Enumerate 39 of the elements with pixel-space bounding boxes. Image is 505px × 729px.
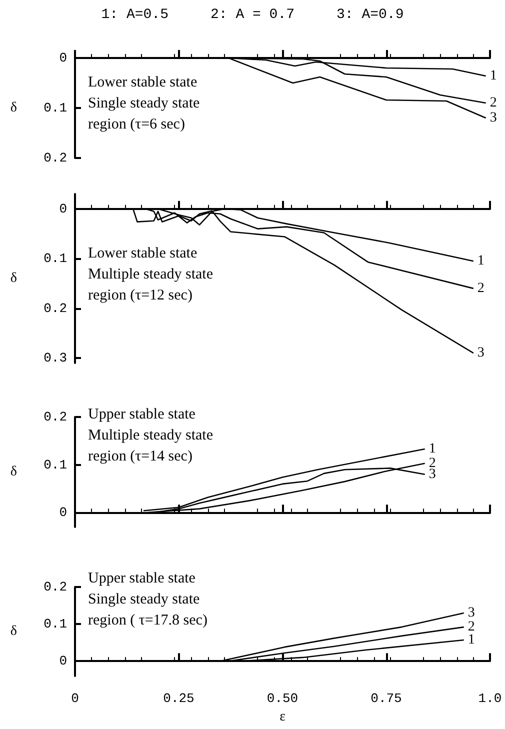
text: Lower stable state Single steady state region (τ=6 sec): [88, 74, 200, 132]
series-label: 1: [468, 632, 475, 648]
y-axis-title: δ: [10, 624, 18, 639]
y-tick-label: 0: [59, 50, 67, 66]
y-tick-label: 0.3: [44, 350, 67, 366]
series-label: 2: [490, 96, 497, 110]
series-label: 1: [428, 442, 436, 457]
y-tick-label: 0.2: [44, 150, 67, 166]
legend-label: 1: [490, 68, 497, 84]
y-tick-label: 0.1: [44, 251, 68, 266]
y-tick-label: 0: [59, 201, 67, 216]
series-label: 3: [468, 605, 475, 620]
y-tick-label: 0.1: [44, 616, 68, 632]
series-label: 3: [477, 346, 484, 361]
x-tick-label: 0.75: [370, 691, 402, 706]
y-tick-label: 0.2: [44, 410, 67, 424]
text: 1: A=0.5 2: A = 0.7 3: A=0.9: [101, 7, 404, 23]
series-label: 3: [428, 466, 436, 482]
y-tick-label: 0: [59, 654, 67, 669]
y-tick-label: 0.1: [44, 100, 68, 116]
x-tick-label: 0.25: [163, 691, 194, 706]
text: Upper stable state Multiple steady state region (τ=14 sec): [88, 406, 214, 464]
series-label: 2: [477, 280, 484, 296]
y-tick-label: 0.1: [44, 457, 68, 472]
y-tick-label: 0: [59, 505, 67, 520]
x-tick-label: 0.50: [266, 691, 298, 706]
y-tick-label: 0.2: [44, 300, 67, 316]
series-label: 2: [468, 620, 475, 635]
y-axis-title: δ: [10, 271, 18, 286]
y-axis-title: δ: [10, 100, 18, 116]
text: Lower stable state Multiple steady state region (τ=12 sec): [88, 246, 214, 304]
chart-title: Upper stable state Single steady state region ( τ=17.8 sec): [88, 570, 208, 628]
x-tick-label: 0: [71, 691, 79, 706]
y-axis-title: δ: [10, 464, 18, 480]
x-tick-label: 1.0: [478, 691, 502, 706]
series-label: 1: [477, 254, 484, 269]
series-label: 3: [490, 110, 497, 126]
x-axis-title: ε: [280, 710, 286, 724]
y-tick-label: 0.2: [44, 580, 67, 594]
